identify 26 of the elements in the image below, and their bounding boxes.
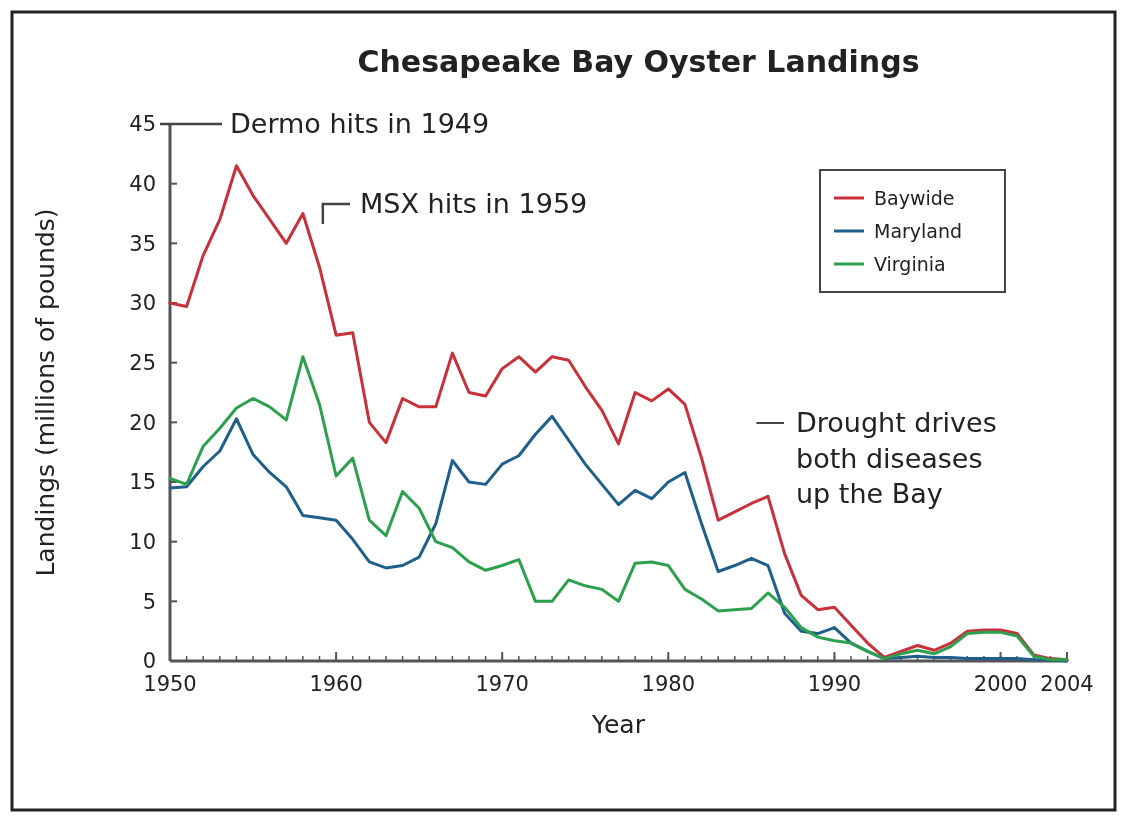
y-tick-label: 25 xyxy=(129,351,156,376)
annotation: MSX hits in 1959 xyxy=(360,188,588,220)
x-tick-label: 2004 xyxy=(1040,672,1094,696)
y-tick-label: 45 xyxy=(129,112,156,137)
y-tick-label: 40 xyxy=(129,172,156,197)
x-tick-label: 1980 xyxy=(641,672,696,696)
y-tick-label: 20 xyxy=(129,410,156,435)
y-tick-label: 0 xyxy=(142,649,156,674)
annotation: Drought drives both diseases up the Bay xyxy=(796,407,997,509)
x-tick-label: 2000 xyxy=(973,672,1028,696)
x-axis-title: Year xyxy=(591,710,646,739)
y-tick-label: 15 xyxy=(129,470,156,495)
x-tick-label: 1960 xyxy=(309,672,363,696)
chart-title: Chesapeake Bay Oyster Landings xyxy=(357,44,920,79)
x-tick-label: 1950 xyxy=(143,672,197,696)
y-tick-label: 30 xyxy=(129,291,156,316)
legend-label: Maryland xyxy=(874,219,963,242)
x-tick-label: 1970 xyxy=(475,672,529,696)
y-tick-label: 5 xyxy=(142,589,156,614)
legend-label: Virginia xyxy=(874,252,946,275)
annotation: Dermo hits in 1949 xyxy=(230,108,490,140)
y-axis-title: Landings (millions of pounds) xyxy=(31,208,60,577)
legend-label: Baywide xyxy=(874,186,955,209)
y-tick-label: 35 xyxy=(129,231,156,256)
x-tick-label: 1990 xyxy=(807,672,862,696)
y-tick-label: 10 xyxy=(129,530,156,555)
